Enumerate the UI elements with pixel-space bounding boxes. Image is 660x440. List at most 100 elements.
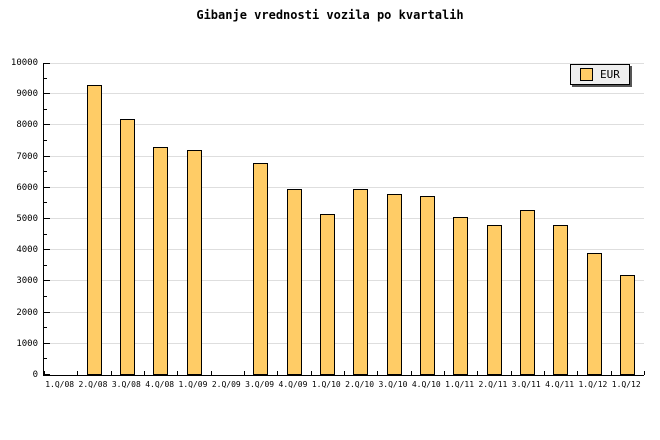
bar [319, 214, 335, 375]
gridline [44, 311, 644, 313]
bar [586, 253, 602, 375]
x-axis-label: 1.Q/12 [578, 380, 608, 389]
bar [553, 225, 569, 375]
y-axis-tick [44, 63, 50, 64]
gridline [44, 280, 644, 282]
bar [86, 84, 102, 375]
y-axis-tick [44, 342, 50, 344]
bar [253, 162, 269, 375]
bar [519, 209, 535, 375]
x-axis-labels: 1.Q/08 2.Q/08 3.Q/08 4.Q/08 1.Q/09 2.Q/09 3.Q/… [43, 380, 643, 390]
bar [419, 195, 435, 375]
x-axis-label: 3.Q/09 [245, 380, 275, 389]
x-axis-label: 3.Q/10 [378, 380, 408, 389]
y-axis-label: 4000 [16, 245, 38, 256]
x-axis-label: 2.Q/09 [211, 380, 241, 389]
x-axis-tick [244, 371, 245, 375]
y-axis-tick [44, 374, 50, 375]
y-axis-label: 2000 [16, 307, 38, 318]
legend-label: EUR [600, 68, 620, 81]
y-axis-tick [44, 218, 50, 219]
y-axis-label: 1000 [16, 338, 38, 349]
x-axis-label: 3.Q/11 [511, 380, 541, 389]
x-axis-tick [44, 371, 45, 375]
y-axis-tick [44, 171, 47, 173]
y-axis-tick [44, 296, 47, 297]
gridline [44, 186, 644, 188]
y-axis-tick [44, 124, 50, 126]
bar [619, 275, 635, 375]
x-axis-tick [77, 371, 79, 375]
x-axis-tick [377, 371, 379, 375]
gridline [44, 249, 644, 251]
gridline [44, 155, 644, 157]
bar [153, 147, 169, 375]
y-axis-tick [44, 140, 47, 141]
y-axis-tick [44, 311, 50, 313]
x-axis-tick [644, 371, 645, 375]
legend-swatch-icon [580, 68, 593, 81]
gridline [44, 218, 644, 219]
x-axis-tick [210, 371, 212, 375]
y-axis-tick [44, 108, 47, 110]
x-axis-label: 1.Q/08 [45, 380, 75, 389]
y-axis-tick [44, 233, 47, 235]
gridline [44, 342, 644, 344]
legend: EUR [570, 64, 630, 85]
bar [119, 119, 135, 375]
x-axis-label: 2.Q/11 [478, 380, 508, 389]
y-axis-tick [44, 155, 50, 157]
y-axis-label: 5000 [16, 214, 38, 224]
x-axis-tick [544, 371, 545, 375]
x-axis-label: 4.Q/11 [545, 380, 575, 389]
y-axis-tick [44, 93, 50, 95]
y-axis-tick [44, 186, 50, 188]
gridline [44, 63, 644, 64]
y-axis-label: 8000 [16, 120, 38, 131]
y-axis-label: 3000 [16, 276, 38, 287]
x-axis-tick [177, 371, 179, 375]
x-axis-label: 1.Q/09 [178, 380, 208, 389]
bar [353, 189, 369, 375]
y-axis-tick [44, 280, 50, 282]
y-axis-labels: 0 1000 2000 3000 4000 5000 6000 7000 8000 9000 100… [0, 58, 38, 380]
x-axis-tick [410, 371, 412, 375]
plot-area [43, 63, 645, 376]
y-axis-tick [44, 249, 50, 251]
x-axis-label: 1.Q/11 [445, 380, 475, 389]
y-axis-tick [44, 77, 47, 79]
chart-title: Gibanje vrednosti vozila po kvartalih [196, 8, 464, 22]
bar [186, 150, 202, 375]
y-axis-label: 0 [32, 370, 38, 380]
x-axis-label: 2.Q/10 [345, 380, 375, 389]
bar [453, 217, 469, 375]
y-axis-label: 7000 [16, 151, 38, 162]
x-axis-tick [110, 371, 112, 375]
x-axis-tick [610, 371, 612, 375]
x-axis-tick [444, 371, 445, 375]
x-axis-label: 3.Q/08 [111, 380, 141, 389]
x-axis-label: 1.Q/12 [611, 380, 641, 389]
x-axis-tick [577, 371, 579, 375]
bar [386, 194, 402, 375]
y-axis-label: 10000 [10, 58, 38, 68]
x-axis-tick [144, 371, 145, 375]
y-axis-tick [44, 327, 47, 329]
y-axis-label: 9000 [16, 89, 38, 100]
x-axis-tick [477, 371, 479, 375]
x-axis-tick [310, 371, 312, 375]
x-axis-label: 4.Q/10 [411, 380, 441, 389]
x-axis-label: 4.Q/08 [145, 380, 175, 389]
x-axis-label: 1.Q/10 [311, 380, 341, 389]
bar [486, 225, 502, 375]
y-axis-tick [44, 358, 47, 360]
x-axis-tick [344, 371, 345, 375]
y-axis-tick [44, 202, 47, 204]
y-axis-label: 6000 [16, 182, 38, 193]
y-axis-tick [44, 264, 47, 266]
bar [286, 189, 302, 375]
gridline [44, 93, 644, 95]
x-axis-tick [510, 371, 512, 375]
x-axis-label: 4.Q/09 [278, 380, 308, 389]
